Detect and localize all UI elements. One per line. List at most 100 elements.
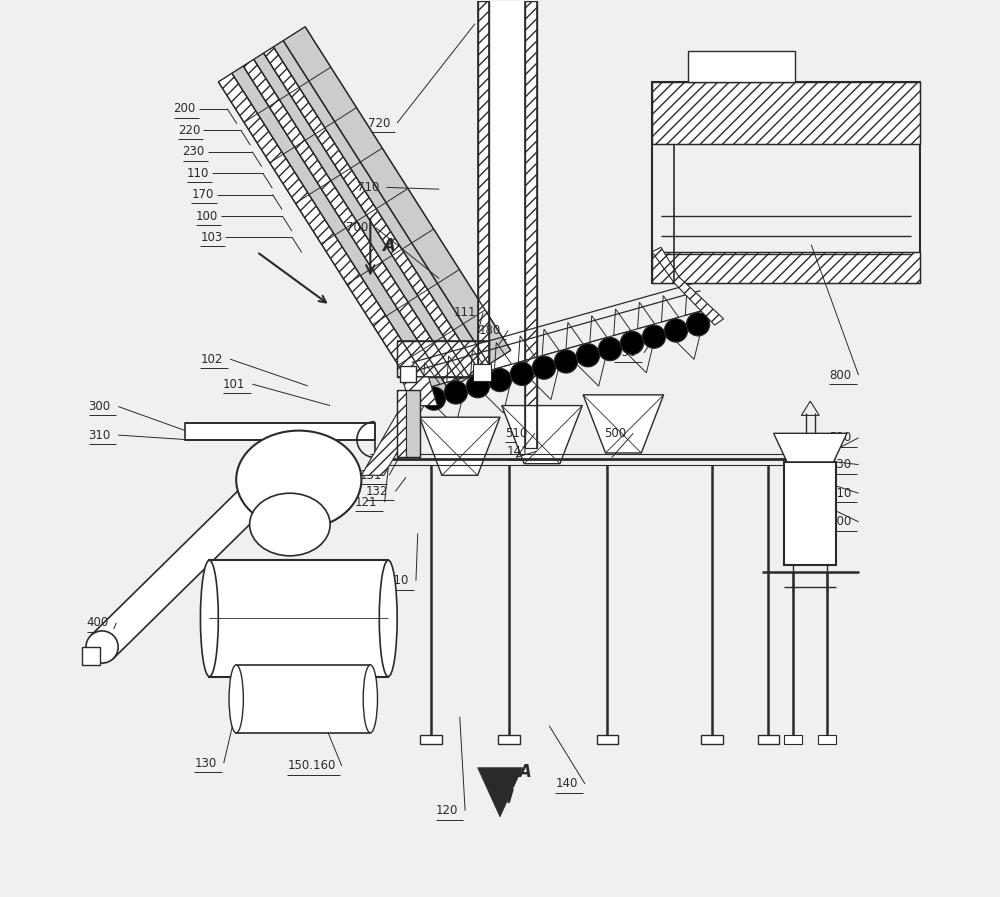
Bar <box>400 366 416 382</box>
Bar <box>489 2 525 377</box>
Bar <box>397 390 406 457</box>
Bar <box>688 50 795 82</box>
Text: 600: 600 <box>829 515 851 528</box>
Bar <box>82 647 100 665</box>
Bar <box>420 735 442 744</box>
Text: 730: 730 <box>614 346 637 360</box>
Bar <box>701 735 723 744</box>
Ellipse shape <box>236 431 361 529</box>
Text: 130: 130 <box>194 757 216 770</box>
Text: 132: 132 <box>366 485 388 498</box>
Text: 150.160: 150.160 <box>287 760 336 772</box>
Ellipse shape <box>250 493 330 556</box>
Text: 120: 120 <box>436 804 458 817</box>
Text: 180: 180 <box>479 324 501 337</box>
Text: 610: 610 <box>829 487 851 500</box>
Text: 710: 710 <box>357 181 379 194</box>
Text: 410: 410 <box>386 574 409 588</box>
Text: 520: 520 <box>829 431 851 444</box>
Circle shape <box>488 369 512 392</box>
Bar <box>652 82 920 144</box>
Text: 400: 400 <box>87 616 109 630</box>
Bar <box>784 735 802 744</box>
Bar <box>652 82 920 144</box>
Text: A: A <box>382 238 395 256</box>
Bar <box>397 341 489 377</box>
Bar <box>209 561 388 676</box>
Circle shape <box>686 313 710 336</box>
Bar <box>758 735 779 744</box>
Polygon shape <box>774 433 847 462</box>
Bar <box>652 252 920 283</box>
Bar <box>525 2 537 448</box>
Polygon shape <box>232 66 449 397</box>
Circle shape <box>576 344 600 367</box>
Text: 220: 220 <box>178 124 200 136</box>
Text: 300: 300 <box>89 400 111 413</box>
Bar <box>652 82 920 283</box>
Circle shape <box>466 375 490 398</box>
Text: 230: 230 <box>183 145 205 158</box>
Polygon shape <box>583 395 664 453</box>
Circle shape <box>422 387 446 410</box>
Polygon shape <box>478 768 522 817</box>
Polygon shape <box>402 377 437 405</box>
Text: 720: 720 <box>368 117 390 129</box>
Polygon shape <box>283 27 511 364</box>
Bar <box>498 735 520 744</box>
Polygon shape <box>652 248 724 325</box>
Bar <box>478 2 489 377</box>
Circle shape <box>554 350 578 373</box>
Bar <box>478 2 489 377</box>
Circle shape <box>444 381 468 404</box>
Polygon shape <box>254 53 469 383</box>
Text: 110: 110 <box>187 167 209 179</box>
Text: 141: 141 <box>507 445 530 457</box>
Polygon shape <box>243 59 459 390</box>
Ellipse shape <box>379 561 397 676</box>
Polygon shape <box>218 74 438 405</box>
Polygon shape <box>91 477 274 658</box>
Text: 101: 101 <box>223 378 245 390</box>
Bar <box>473 363 491 381</box>
Bar <box>784 462 836 565</box>
Text: 100: 100 <box>196 210 218 222</box>
Text: 530: 530 <box>829 458 851 471</box>
Text: 103: 103 <box>200 231 223 244</box>
Bar <box>185 423 375 440</box>
Polygon shape <box>420 417 500 475</box>
Text: 800: 800 <box>829 369 851 382</box>
Text: 200: 200 <box>174 102 196 115</box>
Text: 140: 140 <box>555 778 578 790</box>
Polygon shape <box>273 40 489 370</box>
Circle shape <box>664 319 688 342</box>
Polygon shape <box>361 405 424 475</box>
Text: A: A <box>518 763 531 781</box>
Text: 510: 510 <box>505 427 528 440</box>
Text: 170: 170 <box>191 188 214 201</box>
Bar <box>236 665 370 733</box>
Circle shape <box>620 331 644 354</box>
Polygon shape <box>502 405 582 464</box>
Bar <box>397 390 420 457</box>
Text: 111: 111 <box>454 306 476 319</box>
Circle shape <box>510 362 534 386</box>
Circle shape <box>598 337 622 361</box>
Bar <box>525 2 537 448</box>
Circle shape <box>86 631 118 663</box>
Text: 102: 102 <box>200 353 223 366</box>
Bar <box>652 252 920 283</box>
Ellipse shape <box>363 665 377 733</box>
Text: 131: 131 <box>360 469 382 482</box>
Circle shape <box>642 325 666 348</box>
Text: 700: 700 <box>346 222 368 234</box>
Bar <box>397 341 489 377</box>
Bar <box>597 735 618 744</box>
Text: 121: 121 <box>355 496 378 509</box>
Text: 500: 500 <box>604 427 626 440</box>
Ellipse shape <box>200 561 218 676</box>
Bar <box>818 735 836 744</box>
Text: 310: 310 <box>89 429 111 441</box>
Polygon shape <box>264 47 479 377</box>
Circle shape <box>532 356 556 379</box>
